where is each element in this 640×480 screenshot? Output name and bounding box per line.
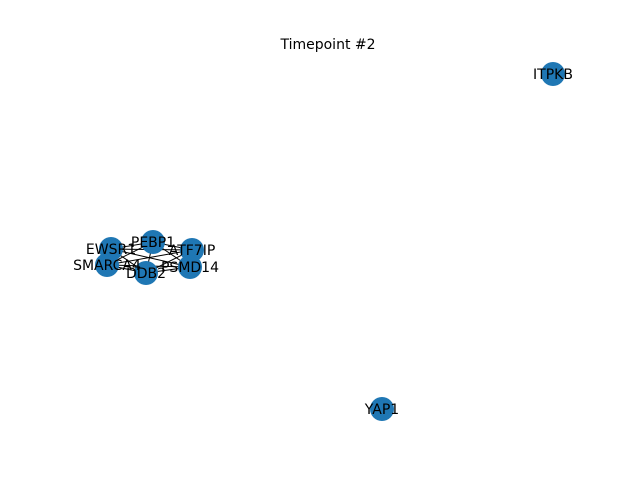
- node-psmd14: [178, 255, 202, 279]
- node-label-ddb2: DDB2: [126, 266, 166, 282]
- node-ddb2: [134, 261, 158, 285]
- node-smarca4: [95, 253, 119, 277]
- node-label-pebp1: PEBP1: [131, 235, 175, 251]
- edge-atf7ip-smarca4: [106, 249, 193, 266]
- graph-title: Timepoint #2: [279, 37, 375, 53]
- nodes-layer: [95, 62, 565, 421]
- node-label-itpkb: ITPKB: [533, 67, 573, 83]
- node-yap1: [370, 397, 394, 421]
- node-label-ewsr1: EWSR1: [86, 242, 136, 258]
- node-pebp1: [141, 230, 165, 254]
- node-label-atf7ip: ATF7IP: [169, 243, 216, 259]
- node-label-psmd14: PSMD14: [161, 260, 219, 276]
- edge-ewsr1-psmd14: [110, 248, 191, 268]
- node-label-yap1: YAP1: [364, 402, 399, 418]
- node-label-smarca4: SMARCA4: [73, 258, 141, 274]
- node-itpkb: [541, 62, 565, 86]
